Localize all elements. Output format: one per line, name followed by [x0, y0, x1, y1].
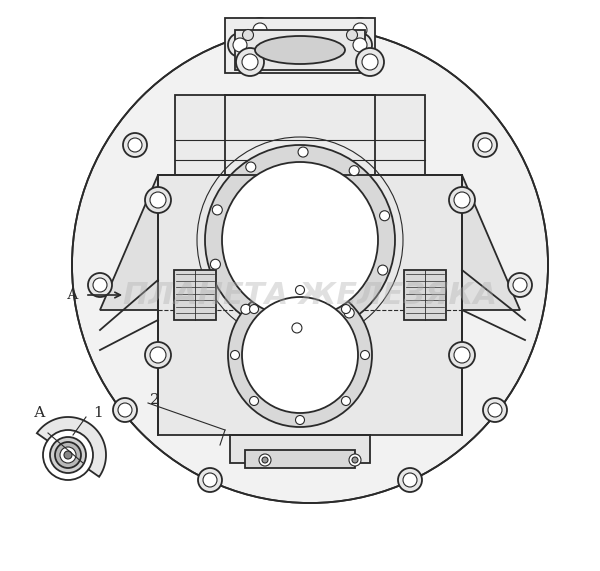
Circle shape — [113, 398, 137, 422]
Circle shape — [296, 416, 305, 424]
Circle shape — [212, 205, 223, 215]
Circle shape — [203, 473, 217, 487]
Bar — [158, 175, 462, 435]
Circle shape — [242, 297, 358, 413]
Circle shape — [296, 286, 305, 295]
Ellipse shape — [255, 36, 345, 64]
Circle shape — [145, 342, 171, 368]
Circle shape — [353, 38, 367, 52]
Circle shape — [348, 33, 372, 57]
Circle shape — [483, 398, 507, 422]
Circle shape — [253, 23, 267, 37]
Circle shape — [145, 187, 171, 213]
Circle shape — [344, 308, 354, 318]
Circle shape — [356, 48, 384, 76]
Circle shape — [198, 468, 222, 492]
Circle shape — [150, 347, 166, 363]
Circle shape — [362, 54, 378, 70]
Bar — [174, 270, 216, 320]
Circle shape — [341, 396, 350, 405]
Circle shape — [473, 133, 497, 157]
Circle shape — [228, 283, 372, 427]
Circle shape — [292, 323, 302, 333]
Circle shape — [118, 403, 132, 417]
Bar — [245, 450, 355, 468]
Circle shape — [72, 27, 548, 503]
Circle shape — [222, 162, 378, 318]
Circle shape — [513, 278, 527, 292]
Circle shape — [250, 304, 259, 313]
Circle shape — [348, 18, 372, 42]
Circle shape — [88, 273, 112, 297]
Bar — [404, 270, 446, 320]
Circle shape — [349, 454, 361, 466]
Circle shape — [347, 30, 358, 41]
Circle shape — [242, 30, 254, 41]
Circle shape — [449, 342, 475, 368]
Text: 1: 1 — [93, 406, 103, 420]
Circle shape — [228, 33, 252, 57]
Circle shape — [246, 162, 256, 172]
Circle shape — [230, 351, 239, 360]
Circle shape — [353, 23, 367, 37]
Circle shape — [241, 304, 251, 315]
Polygon shape — [37, 417, 106, 477]
Bar — [235, 30, 365, 70]
Circle shape — [349, 166, 359, 176]
Text: ПЛАНЕТА ЖЕЛЕЗЯКА: ПЛАНЕТА ЖЕЛЕЗЯКА — [123, 280, 497, 309]
Text: А: А — [67, 288, 78, 302]
Circle shape — [43, 430, 93, 480]
Circle shape — [361, 351, 370, 360]
Circle shape — [236, 48, 264, 76]
Circle shape — [449, 187, 475, 213]
Text: 2: 2 — [150, 393, 160, 407]
Circle shape — [50, 437, 86, 473]
Bar — [175, 95, 425, 200]
Circle shape — [64, 451, 72, 459]
Circle shape — [123, 133, 147, 157]
Circle shape — [233, 38, 247, 52]
Circle shape — [454, 192, 470, 208]
Circle shape — [341, 304, 350, 313]
Circle shape — [403, 473, 417, 487]
Circle shape — [508, 273, 532, 297]
Circle shape — [262, 457, 268, 463]
Circle shape — [150, 192, 166, 208]
Circle shape — [298, 147, 308, 157]
Bar — [225, 18, 375, 73]
Circle shape — [55, 442, 81, 468]
Polygon shape — [462, 175, 520, 310]
Circle shape — [454, 347, 470, 363]
Circle shape — [128, 138, 142, 152]
Circle shape — [60, 447, 76, 463]
Circle shape — [242, 54, 258, 70]
Polygon shape — [100, 175, 158, 310]
Circle shape — [380, 211, 389, 221]
Circle shape — [352, 457, 358, 463]
Circle shape — [398, 468, 422, 492]
Circle shape — [248, 18, 272, 42]
Circle shape — [211, 259, 220, 270]
Circle shape — [478, 138, 492, 152]
Circle shape — [250, 396, 259, 405]
Bar — [230, 435, 370, 463]
Circle shape — [488, 403, 502, 417]
Circle shape — [259, 454, 271, 466]
Circle shape — [205, 145, 395, 335]
Text: А: А — [34, 406, 46, 420]
Circle shape — [377, 265, 388, 275]
Circle shape — [93, 278, 107, 292]
